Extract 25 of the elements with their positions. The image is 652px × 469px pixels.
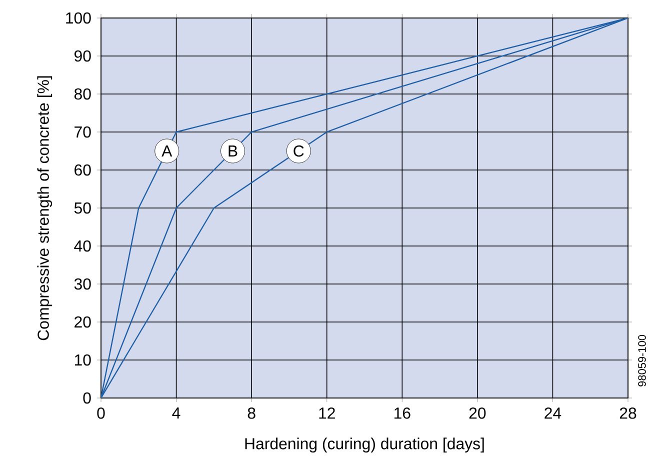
series-label: C: [294, 145, 304, 157]
y-tick-label: 70: [74, 126, 91, 138]
y-tick-label: 30: [74, 278, 91, 290]
text: 98059-100: [638, 334, 646, 386]
series-label: B: [228, 146, 238, 156]
x-tick-label: 20: [469, 408, 486, 419]
y-tick-label: 10: [74, 354, 91, 366]
x-tick-label: 16: [394, 408, 410, 419]
y-tick-label: 40: [74, 240, 91, 252]
y-tick-label: 50: [74, 202, 91, 214]
y-tick-label: 100: [66, 12, 91, 24]
y-axis-title: Compressive strength of concrete [%]: [37, 76, 52, 340]
x-tick-label: 4: [172, 408, 180, 418]
y-tick-label: 0: [83, 392, 91, 404]
x-tick-label: 12: [319, 408, 335, 419]
y-tick-label: 80: [74, 88, 91, 100]
x-tick-label: 0: [97, 408, 105, 419]
series-label: A: [162, 146, 172, 156]
x-tick-label: 24: [544, 408, 562, 419]
x-tick-label: 8: [248, 408, 256, 419]
y-tick-label: 90: [74, 50, 91, 62]
x-tick-label: 28: [620, 408, 636, 419]
y-tick-label: 20: [74, 316, 91, 328]
y-tick-label: 60: [74, 164, 91, 176]
x-axis-title: Hardening (curing) duration [days]: [245, 438, 484, 452]
